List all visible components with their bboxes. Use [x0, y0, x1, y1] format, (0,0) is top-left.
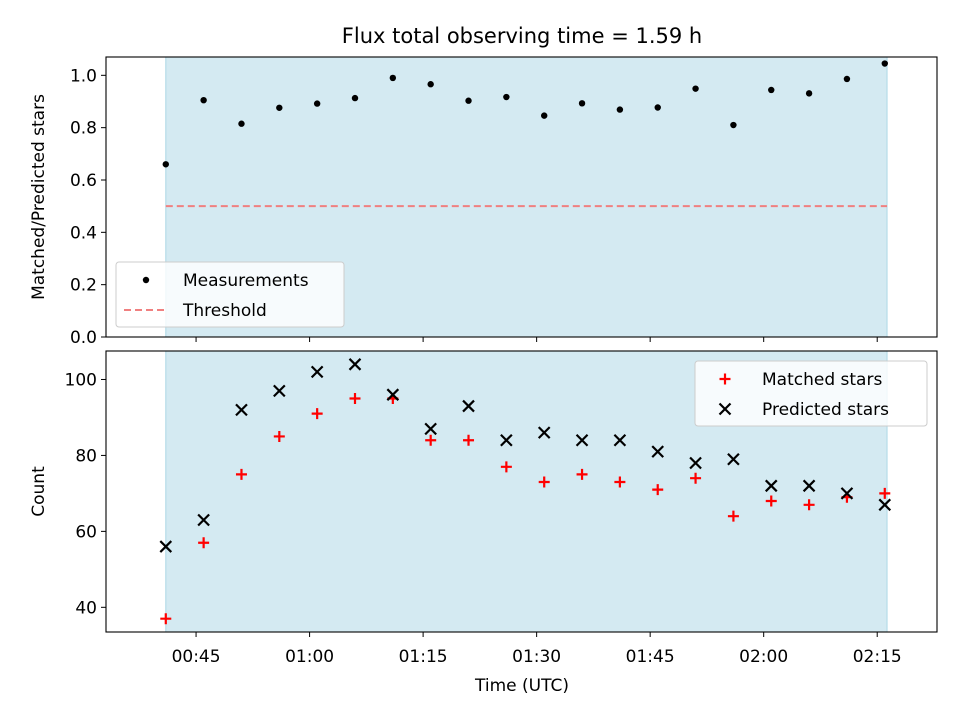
matched-star-point — [463, 434, 475, 446]
matched-star-point — [803, 499, 815, 511]
y-tick-label: 0.4 — [70, 223, 97, 243]
axes-frame — [105, 56, 938, 338]
legend-label: Threshold — [182, 301, 267, 321]
measurement-point — [805, 90, 813, 97]
axes-frame — [105, 350, 938, 633]
measurement-point — [200, 96, 207, 104]
matched-star-point — [765, 495, 777, 507]
matched-star-point — [311, 408, 323, 420]
y-tick-label: 100 — [65, 370, 97, 390]
predicted-star-point — [197, 513, 210, 527]
ratio-panel: 0.0 0.2 0.4 0.6 0.8 1.0 Matched/Predicted star… — [29, 56, 938, 348]
measurement-point — [616, 106, 624, 113]
y-tick-label: 0.0 — [70, 328, 97, 348]
legend-box — [115, 261, 345, 328]
x-tick-label: 02:00 — [739, 647, 788, 667]
y-tick-label: 60 — [75, 522, 97, 542]
y-axis-label: Matched/Predicted stars — [29, 94, 49, 300]
matched-star-point — [425, 434, 437, 446]
measurement-point — [238, 120, 245, 127]
matched-star-point — [235, 468, 247, 480]
x-tick-label: 00:45 — [172, 647, 221, 667]
measurement-point — [692, 85, 699, 92]
predicted-star-point — [764, 479, 778, 493]
legend-marker-measurements — [142, 276, 150, 284]
predicted-star-point — [727, 452, 740, 466]
legend-label: Measurements — [183, 271, 309, 291]
x-tick-label: 02:15 — [853, 647, 902, 667]
x-tick-label: 01:30 — [512, 647, 561, 667]
x-axis-label: Time (UTC) — [474, 676, 569, 696]
measurement-point — [730, 121, 737, 129]
measurement-point — [843, 75, 851, 83]
legend-box — [694, 360, 928, 427]
measurement-point — [768, 86, 775, 94]
measurement-point — [389, 74, 397, 82]
y-tick-label: 0.2 — [70, 276, 97, 296]
predicted-star-point — [310, 365, 324, 379]
matched-star-point — [198, 537, 210, 549]
matched-star-point — [652, 484, 664, 496]
matched-star-point — [727, 510, 739, 522]
predicted-star-point — [386, 388, 400, 401]
predicted-star-point — [348, 358, 362, 371]
predicted-star-point — [878, 498, 892, 512]
legend: Matched stars Predicted stars — [694, 360, 928, 427]
legend-label: Matched stars — [762, 370, 882, 390]
legend: Measurements Threshold — [115, 261, 345, 328]
predicted-star-point — [235, 403, 248, 417]
y-tick-label: 80 — [75, 446, 97, 466]
matched-star-point — [538, 476, 550, 488]
legend-label: Predicted stars — [762, 400, 889, 420]
measurement-point — [578, 100, 586, 107]
measurement-point — [881, 60, 888, 67]
y-tick-label: 0.8 — [70, 119, 97, 139]
measurement-point — [654, 104, 661, 111]
predicted-star-point — [840, 487, 854, 500]
predicted-star-point — [500, 433, 513, 447]
measurement-point — [276, 104, 283, 111]
measurement-point — [503, 93, 510, 101]
y-tick-label: 0.6 — [70, 171, 97, 191]
matched-star-point — [349, 392, 361, 404]
predicted-star-point — [462, 399, 475, 413]
measurement-point — [427, 81, 434, 88]
count-panel: 40 60 80 100 00:45 01:00 01:15 01:30 01:45 02:00 0… — [29, 350, 938, 667]
matched-star-point — [500, 461, 512, 473]
y-axis-label: Count — [29, 466, 49, 517]
predicted-star-point — [273, 384, 286, 398]
measurement-point — [351, 94, 359, 102]
y-tick-label: 40 — [75, 598, 97, 618]
x-tick-label: 01:00 — [285, 647, 334, 667]
matched-star-point — [160, 613, 172, 625]
matched-star-point — [576, 468, 588, 480]
legend-marker-matched — [719, 373, 731, 385]
measurement-point — [313, 100, 321, 107]
predicted-star-point — [159, 540, 173, 553]
legend-marker-predicted — [718, 402, 732, 416]
predicted-star-point — [537, 426, 551, 439]
x-tick-label: 01:15 — [399, 647, 448, 667]
matched-star-point — [690, 472, 702, 484]
measurement-point — [162, 161, 169, 168]
x-tick-label: 01:45 — [626, 647, 675, 667]
y-tick-label: 1.0 — [70, 66, 97, 86]
matched-star-point — [273, 430, 285, 442]
matched-star-point — [879, 487, 891, 499]
predicted-star-point — [651, 445, 665, 458]
matched-star-point — [614, 476, 626, 488]
predicted-star-point — [613, 433, 627, 447]
predicted-star-point — [424, 422, 437, 436]
chart-title: Flux total observing time = 1.59 h — [342, 24, 702, 48]
predicted-star-point — [689, 456, 702, 470]
measurement-point — [541, 112, 548, 119]
measurement-point — [465, 97, 472, 104]
predicted-star-point — [802, 479, 816, 493]
predicted-star-point — [575, 433, 589, 447]
